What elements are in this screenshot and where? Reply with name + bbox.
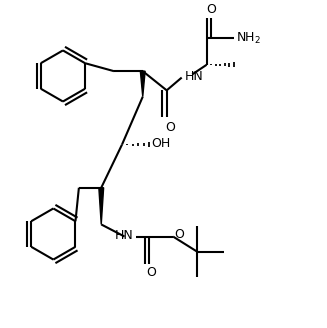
Text: OH: OH <box>151 136 170 150</box>
Text: HN: HN <box>184 70 203 83</box>
Text: O: O <box>206 3 216 16</box>
Polygon shape <box>99 188 104 224</box>
Polygon shape <box>140 71 145 97</box>
Text: O: O <box>174 228 184 241</box>
Text: O: O <box>146 266 156 279</box>
Text: HN: HN <box>115 229 134 242</box>
Text: O: O <box>165 121 176 134</box>
Text: NH$_2$: NH$_2$ <box>236 31 261 46</box>
